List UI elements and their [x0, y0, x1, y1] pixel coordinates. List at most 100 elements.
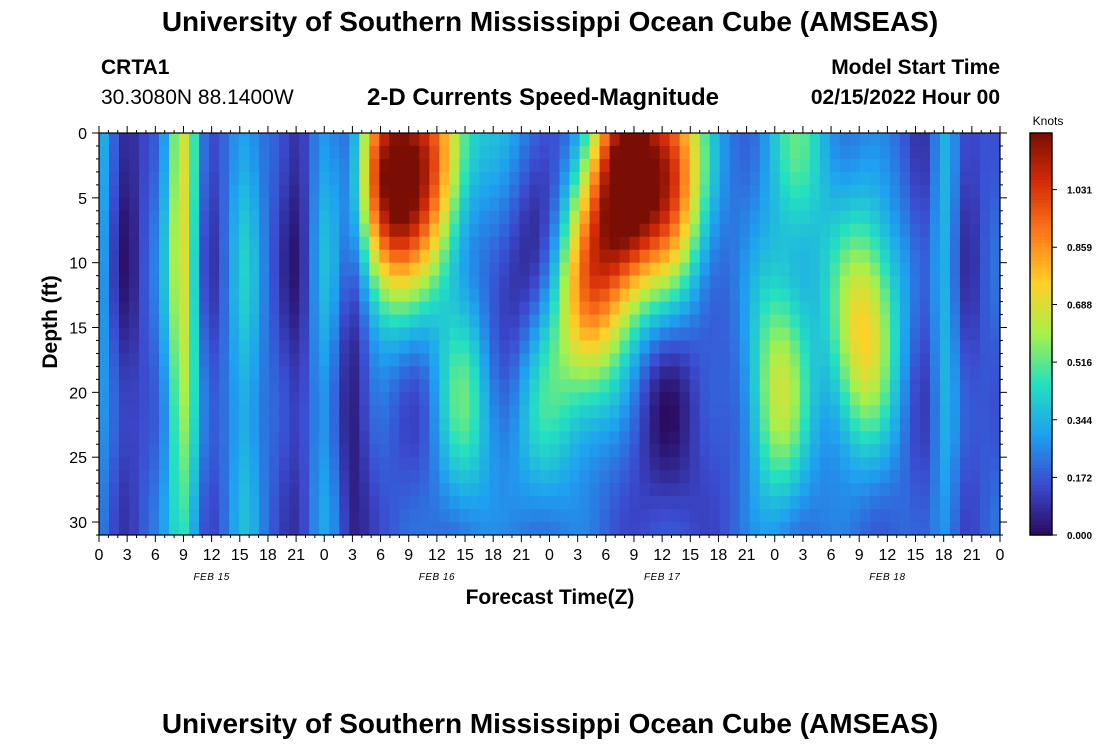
heatmap-cell: [209, 327, 220, 342]
heatmap-cell: [969, 314, 981, 329]
heatmap-cell: [239, 197, 250, 212]
heatmap-cell: [959, 288, 971, 303]
heatmap-cell: [659, 431, 671, 445]
heatmap-cell: [589, 470, 601, 484]
heatmap-cell: [909, 340, 921, 355]
heatmap-cell: [179, 133, 190, 147]
heatmap-cell: [139, 509, 150, 523]
heatmap-cell: [469, 158, 481, 173]
heatmap-cell: [129, 457, 140, 471]
heatmap-cell: [779, 158, 791, 173]
heatmap-cell: [929, 405, 941, 419]
colorbar-segment: [1030, 153, 1052, 158]
heatmap-cell: [159, 184, 170, 199]
heatmap-cell: [659, 301, 671, 316]
heatmap-cell: [309, 301, 320, 316]
heatmap-cell: [509, 483, 521, 497]
heatmap-cell: [189, 340, 200, 355]
colorbar-segment: [1030, 203, 1052, 208]
heatmap-cell: [829, 522, 841, 535]
heatmap-cell: [809, 470, 821, 484]
heatmap-cell: [509, 522, 521, 535]
heatmap-cell: [779, 184, 791, 199]
heatmap-cell: [719, 171, 731, 186]
heatmap-cell: [109, 158, 120, 173]
heatmap-cell: [899, 405, 911, 419]
heatmap-cell: [349, 133, 360, 147]
heatmap-cell: [99, 301, 110, 316]
heatmap-cell: [679, 470, 691, 484]
heatmap-cell: [279, 262, 290, 277]
heatmap-cell: [969, 444, 981, 458]
heatmap-cell: [549, 418, 561, 432]
heatmap-cell: [199, 457, 210, 471]
heatmap-cell: [489, 457, 501, 471]
heatmap-cell: [269, 457, 280, 471]
heatmap-cell: [719, 184, 731, 199]
heatmap-cell: [889, 327, 901, 342]
heatmap-cell: [149, 483, 160, 497]
heatmap-cell: [219, 262, 230, 277]
heatmap-cell: [649, 392, 661, 406]
heatmap-cell: [729, 133, 741, 147]
heatmap-cell: [789, 288, 801, 303]
heatmap-cell: [719, 249, 731, 264]
heatmap-cell: [329, 366, 340, 380]
heatmap-cell: [189, 379, 200, 393]
heatmap-cell: [779, 457, 791, 471]
heatmap-cell: [599, 405, 611, 419]
heatmap-cell: [109, 288, 120, 303]
x-axis: 0 3 6 9 12 15 18 21 0 3 6 9 12 15 18 21 0 3 6 9 12 15 18 21 0 3 6 9…: [95, 126, 1005, 564]
heatmap-cell: [669, 444, 681, 458]
heatmap-cell: [239, 509, 250, 523]
x-tick-label: 9: [855, 547, 864, 564]
heatmap-cell: [219, 509, 230, 523]
heatmap-cell: [759, 431, 771, 445]
heatmap-cell: [249, 366, 260, 380]
heatmap-cell: [989, 522, 1000, 535]
heatmap-cell: [749, 522, 761, 535]
heatmap-cell: [359, 431, 370, 445]
heatmap-cell: [969, 223, 981, 238]
heatmap-cell: [99, 340, 110, 355]
heatmap-cell: [399, 418, 410, 432]
heatmap-cell: [319, 275, 330, 290]
heatmap-cell: [609, 327, 621, 342]
heatmap-cell: [169, 133, 180, 147]
heatmap-cell: [369, 366, 380, 380]
heatmap-cell: [209, 249, 220, 264]
heatmap-cell: [259, 509, 270, 523]
heatmap-cell: [319, 327, 330, 342]
heatmap-cell: [319, 353, 330, 368]
heatmap-cell: [99, 522, 110, 535]
heatmap-cell: [429, 145, 440, 160]
heatmap-cell: [719, 392, 731, 406]
heatmap-cell: [859, 249, 871, 264]
heatmap-cell: [679, 522, 691, 535]
heatmap-cell: [379, 366, 390, 380]
heatmap-cell: [599, 496, 611, 510]
heatmap-cell: [679, 158, 691, 173]
heatmap-cell: [389, 249, 400, 264]
heatmap-cell: [389, 483, 400, 497]
heatmap-cell: [409, 133, 420, 147]
heatmap-cell: [439, 184, 450, 199]
heatmap-cell: [609, 249, 621, 264]
heatmap-cell: [529, 496, 541, 510]
heatmap-cell: [829, 314, 841, 329]
colorbar-segment: [1030, 193, 1052, 198]
x-tick-label: 12: [878, 547, 896, 564]
heatmap-cell: [839, 223, 851, 238]
heatmap-cell: [799, 314, 811, 329]
heatmap-cell: [909, 392, 921, 406]
heatmap-cell: [559, 522, 571, 535]
heatmap-cell: [849, 236, 861, 251]
heatmap-cell: [489, 392, 501, 406]
colorbar-segment: [1030, 437, 1052, 442]
heatmap-cell: [509, 353, 521, 368]
heatmap-cell: [479, 431, 491, 445]
heatmap-cell: [679, 457, 691, 471]
heatmap-cell: [769, 522, 781, 535]
heatmap-cell: [119, 496, 130, 510]
heatmap-cell: [899, 133, 911, 147]
